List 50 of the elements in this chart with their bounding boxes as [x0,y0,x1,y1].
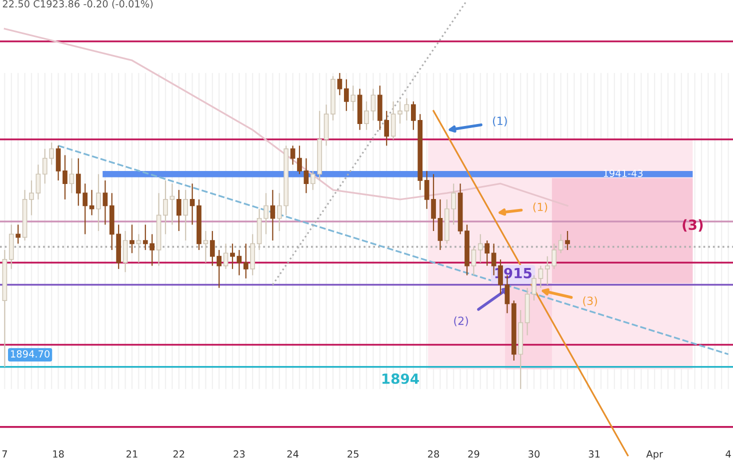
candlestick [304,158,309,194]
candlestick [243,243,248,279]
candlestick [230,243,235,270]
candlestick [130,224,134,254]
candlestick [297,145,302,175]
annotation: (3) [682,219,703,232]
x-tick-label: 4 [726,450,731,458]
candlestick [471,246,476,276]
candlestick [424,170,430,210]
x-tick-label: 7 [2,450,7,458]
candlestick [89,189,94,216]
x-tick-label: 25 [348,450,358,458]
annotation: (1) [492,116,507,126]
candlestick [236,249,242,276]
candlestick [102,180,108,226]
candlestick [484,240,490,266]
annotation: (1) [533,202,548,212]
candlestick [558,234,564,254]
x-tick-label: 23 [234,450,245,458]
candlestick [337,72,342,96]
candlestick [565,230,570,251]
candlestick [62,154,68,200]
candlestick [344,78,349,112]
x-tick-label: 21 [126,450,138,458]
annotation: 1894 [382,373,419,384]
annotation: (3) [583,296,597,306]
candlestick [270,189,276,242]
x-tick-label: 29 [468,450,480,458]
candlestick [478,234,483,264]
candlestick [290,145,296,166]
candlestick [176,189,182,232]
x-tick-label: Apr [646,450,664,460]
band-label: 1941-43 [604,170,643,177]
candlestick [190,183,195,226]
x-tick-label: 30 [528,450,540,458]
candlestick [56,145,61,182]
candlestick [438,198,443,251]
x-tick-label: 24 [287,450,298,458]
candlestick [538,265,544,288]
x-tick-label: 28 [428,450,440,458]
candlestick [491,243,496,276]
candlestick [532,274,536,302]
x-tick-label: 18 [53,450,64,458]
candlestick [431,174,436,232]
candlestick [16,224,21,244]
text: 22.50 C1923.86 -0.20 (-0.01%) [2,0,153,9]
annotation: 1894.70 [11,350,50,358]
x-tick-label: 31 [588,450,600,458]
annotation: (2) [454,316,468,326]
x-tick-label: 22 [173,450,184,458]
